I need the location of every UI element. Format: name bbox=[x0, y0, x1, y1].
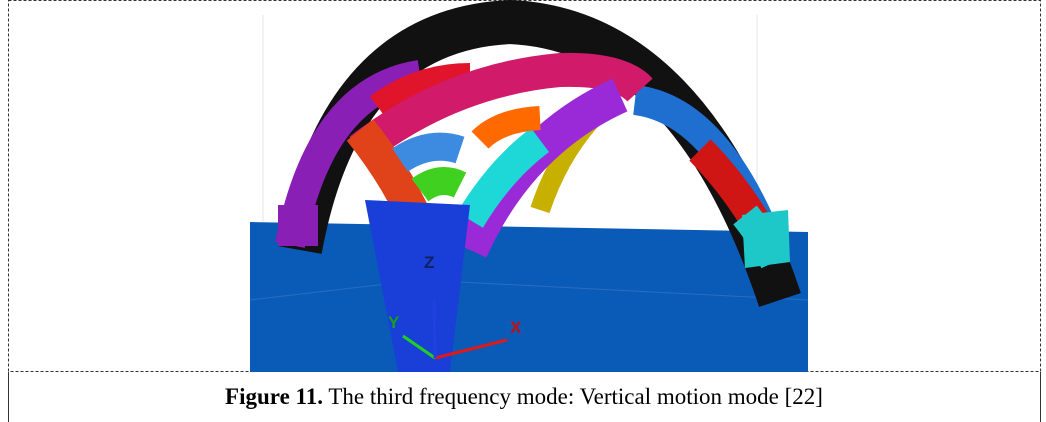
caption-text: The third frequency mode: Vertical motio… bbox=[328, 384, 823, 409]
caption-label: Figure 11. bbox=[225, 384, 323, 409]
figure-caption: Figure 11. The third frequency mode: Ver… bbox=[8, 384, 1040, 410]
page: X Y Z Figure 11. The third frequency mod… bbox=[0, 0, 1046, 422]
ground-plane bbox=[250, 222, 808, 372]
arch-segment bbox=[400, 147, 460, 160]
model-image: X Y Z bbox=[250, 15, 808, 372]
figure: X Y Z bbox=[0, 0, 1046, 422]
axis-y-label: Y bbox=[388, 313, 400, 332]
arch-segment bbox=[420, 181, 460, 190]
axis-z-label: Z bbox=[424, 253, 434, 272]
right-foot bbox=[742, 210, 790, 268]
left-foot bbox=[278, 205, 318, 246]
axis-x-label: X bbox=[510, 318, 522, 337]
axis-z-line bbox=[434, 300, 435, 358]
